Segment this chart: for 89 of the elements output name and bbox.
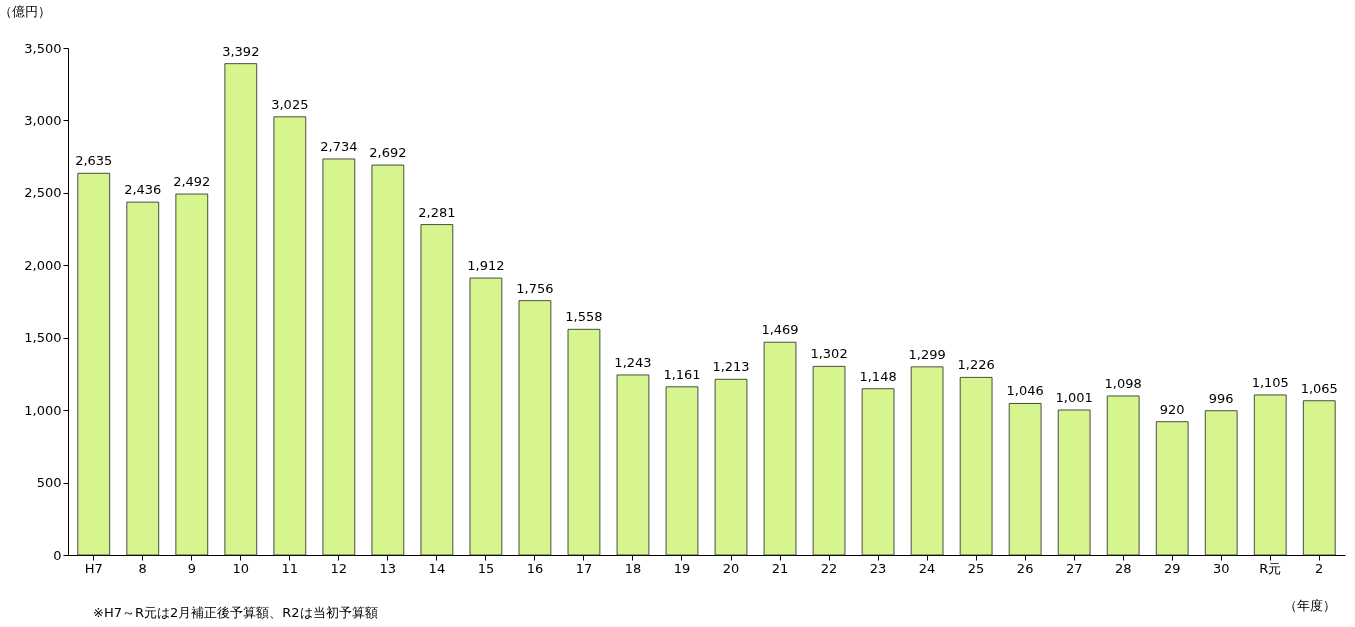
x-tick-label: 10 — [232, 560, 250, 576]
y-tick-label: 1,000 — [24, 402, 62, 418]
data-label: 1,243 — [614, 354, 652, 370]
data-label: 1,105 — [1251, 374, 1289, 390]
data-label: 1,299 — [908, 346, 946, 362]
data-label: 2,436 — [124, 182, 162, 198]
bar — [77, 172, 111, 556]
data-label: 2,281 — [418, 204, 456, 220]
data-label: 3,025 — [271, 96, 309, 112]
y-tick-label: 1,500 — [24, 330, 62, 346]
data-label: 2,734 — [320, 138, 358, 154]
y-tick-label: 2,000 — [24, 257, 62, 273]
x-tick-label: 16 — [526, 560, 544, 576]
bar — [861, 388, 895, 556]
data-label: 1,065 — [1300, 380, 1338, 396]
data-label: 1,001 — [1055, 390, 1093, 405]
bar — [273, 116, 307, 556]
x-tick-label: 22 — [820, 560, 838, 576]
x-tick-label: 18 — [624, 560, 642, 576]
data-label: 3,392 — [222, 43, 260, 59]
bar — [420, 224, 454, 556]
data-label: 1,046 — [1006, 383, 1044, 399]
data-label: 1,226 — [957, 357, 995, 373]
bar — [224, 63, 258, 556]
bar — [175, 193, 209, 556]
data-label: 1,558 — [565, 309, 603, 325]
y-tick-label: 3,500 — [24, 40, 62, 56]
x-tick-label: 17 — [575, 560, 593, 576]
data-label: 1,161 — [663, 366, 701, 382]
bar — [1057, 409, 1091, 556]
data-label: 1,756 — [516, 280, 554, 296]
x-tick-label: 14 — [428, 560, 446, 576]
data-label: 920 — [1159, 401, 1185, 417]
bar — [665, 386, 699, 556]
bar — [812, 366, 846, 556]
x-tick-label: 26 — [1016, 560, 1034, 576]
x-axis-title: （年度） — [1283, 597, 1336, 613]
bar — [1204, 410, 1238, 556]
data-label: 1,213 — [712, 359, 750, 375]
x-tick-label: 21 — [771, 560, 789, 576]
x-tick-label: R元 — [1259, 560, 1282, 576]
bar — [1008, 403, 1042, 556]
bar — [322, 158, 356, 556]
y-tick-label: 3,000 — [24, 112, 62, 128]
x-tick-label: H7 — [84, 560, 103, 576]
y-axis-title: （億円） — [0, 3, 51, 19]
x-tick-label: 27 — [1065, 560, 1083, 576]
x-tick-label: 23 — [869, 560, 887, 576]
data-label: 2,692 — [369, 145, 407, 161]
data-label: 996 — [1208, 390, 1234, 406]
y-tick-label: 2,500 — [24, 185, 62, 201]
data-label: 2,492 — [173, 174, 211, 190]
bar — [910, 366, 944, 556]
bar — [1155, 421, 1189, 556]
x-tick-label: 2 — [1315, 560, 1324, 576]
x-tick-label: 19 — [673, 560, 691, 576]
bar — [518, 300, 552, 556]
x-tick-label: 8 — [138, 560, 147, 576]
text: ※H7～R元は2月補正後予算額、R2は当初予算額 — [93, 605, 378, 620]
bar — [714, 378, 748, 556]
x-tick-label: 30 — [1212, 560, 1230, 576]
bar — [126, 201, 160, 556]
data-label: 1,302 — [810, 346, 848, 362]
x-tick-label: 20 — [722, 560, 740, 576]
x-tick-label: 15 — [477, 560, 495, 576]
bar — [763, 341, 797, 556]
data-label: 1,469 — [761, 322, 799, 338]
y-tick-label: 500 — [36, 475, 62, 491]
bar — [371, 164, 405, 556]
data-label: 1,148 — [859, 368, 897, 384]
bar — [1302, 400, 1336, 556]
x-tick-label: 29 — [1163, 560, 1181, 576]
x-tick-label: 25 — [967, 560, 985, 576]
data-label: 2,635 — [75, 153, 113, 169]
x-tick-label: 9 — [187, 560, 196, 576]
bar — [567, 328, 601, 556]
bar — [616, 374, 650, 556]
y-tick-label: 0 — [53, 547, 62, 563]
x-tick-label: 11 — [281, 560, 299, 576]
bar — [469, 277, 503, 556]
x-tick-label: 28 — [1114, 560, 1132, 576]
x-tick-label: 12 — [330, 560, 348, 576]
bar — [959, 377, 993, 556]
x-tick-label: 24 — [918, 560, 936, 576]
data-label: 1,912 — [467, 258, 505, 274]
bar — [1106, 395, 1140, 556]
bar — [1253, 394, 1287, 556]
x-tick-label: 13 — [379, 560, 397, 576]
data-label: 1,098 — [1104, 375, 1142, 391]
